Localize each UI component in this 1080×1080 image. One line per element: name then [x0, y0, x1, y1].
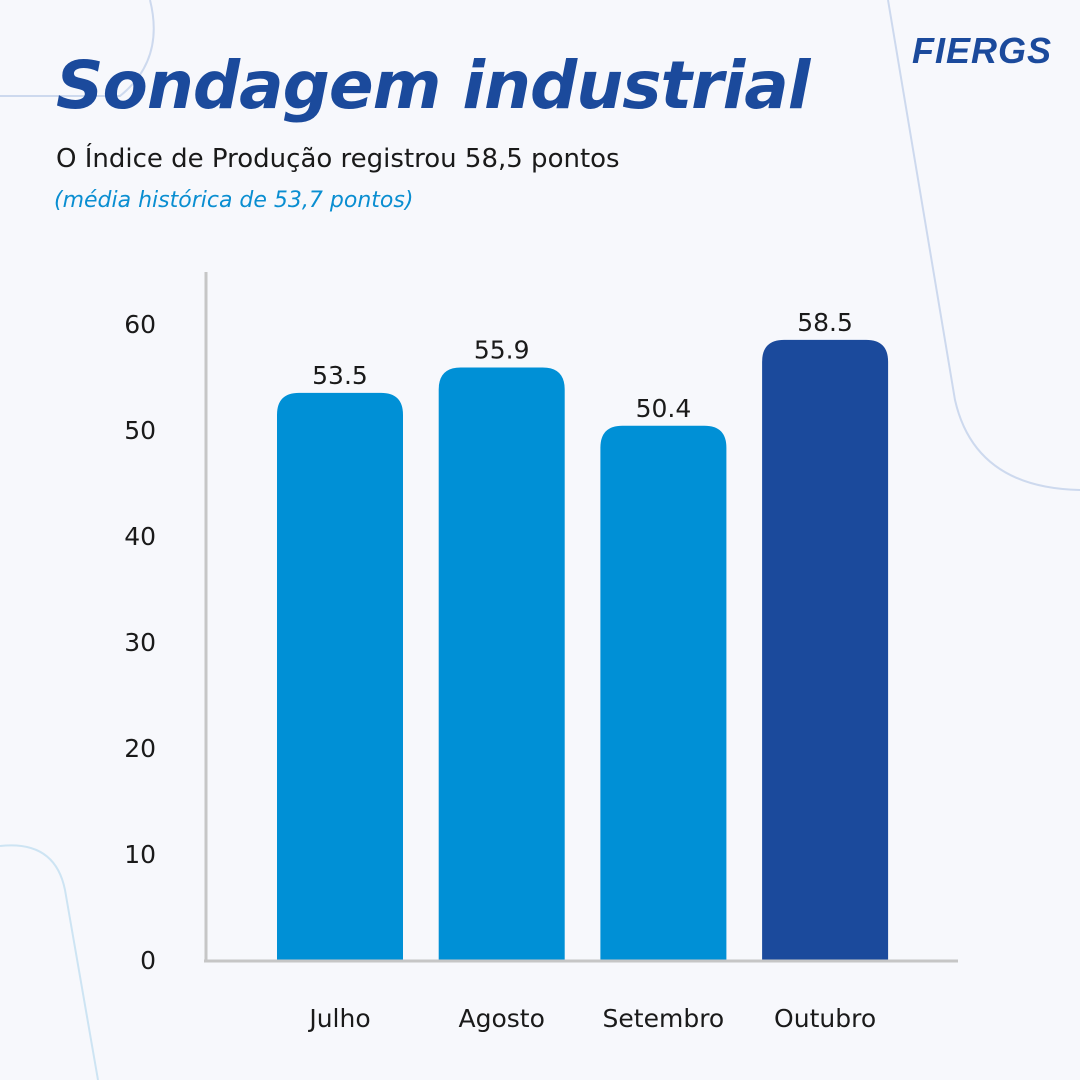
data-label-julho: 53.5 — [312, 361, 368, 390]
y-tick-label: 60 — [124, 310, 156, 339]
x-tick-label-setembro: Setembro — [603, 1004, 725, 1033]
bar-outubro — [762, 339, 889, 960]
y-tick-label: 20 — [124, 734, 156, 763]
page-title: Sondagem industrial — [56, 47, 810, 124]
y-tick-label: 40 — [124, 522, 156, 551]
y-tick-label: 50 — [124, 416, 156, 445]
bars — [277, 339, 889, 961]
data-labels: 53.5 55.9 50.4 58.5 — [312, 308, 853, 423]
bar-setembro — [600, 425, 727, 960]
y-axis-ticks: 0 10 20 30 40 50 60 — [124, 310, 156, 975]
data-label-outubro: 58.5 — [797, 308, 853, 337]
x-tick-label-agosto: Agosto — [459, 1004, 545, 1033]
x-tick-label-outubro: Outubro — [774, 1004, 876, 1033]
y-tick-label: 30 — [124, 628, 156, 657]
y-tick-label: 0 — [140, 946, 156, 975]
bar-julho — [277, 392, 403, 960]
x-tick-label-julho: Julho — [307, 1004, 370, 1033]
fiergs-logo: FIERGS — [911, 30, 1052, 71]
data-label-agosto: 55.9 — [474, 335, 530, 364]
data-label-setembro: 50.4 — [636, 394, 692, 423]
y-tick-label: 10 — [124, 840, 156, 869]
x-axis-labels: Julho Agosto Setembro Outubro — [307, 1004, 876, 1033]
page-subtitle: O Índice de Produção registrou 58,5 pont… — [56, 144, 620, 174]
bar-agosto — [438, 367, 565, 961]
historical-average-note: (média histórica de 53,7 pontos) — [54, 188, 414, 213]
